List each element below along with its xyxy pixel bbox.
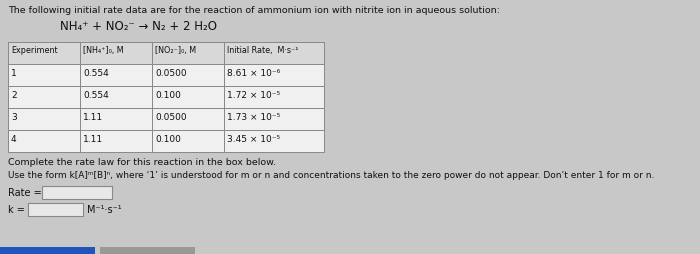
Text: 0.0500: 0.0500 [155, 113, 187, 121]
Bar [42, 186, 112, 199]
Text: 1.11: 1.11 [83, 113, 103, 121]
Text: 0.554: 0.554 [83, 91, 108, 100]
Text: [NH₄⁺]₀, M: [NH₄⁺]₀, M [83, 46, 124, 55]
Text: [NO₂⁻]₀, M: [NO₂⁻]₀, M [155, 46, 196, 55]
Text: The following initial rate data are for the reaction of ammonium ion with nitrit: The following initial rate data are for … [8, 6, 500, 15]
Bar [8, 87, 80, 108]
Text: Complete the rate law for this reaction in the box below.: Complete the rate law for this reaction … [8, 157, 276, 166]
Bar [100, 247, 195, 254]
Text: 3.45 × 10⁻⁵: 3.45 × 10⁻⁵ [227, 134, 280, 144]
Bar [80, 65, 152, 87]
Text: Initial Rate,  M·s⁻¹: Initial Rate, M·s⁻¹ [227, 46, 298, 55]
Bar [224, 65, 324, 87]
Bar [224, 87, 324, 108]
Text: 1.73 × 10⁻⁵: 1.73 × 10⁻⁵ [227, 113, 280, 121]
Bar [80, 87, 152, 108]
Text: 3: 3 [11, 113, 17, 121]
Bar [152, 87, 224, 108]
Text: 1.72 × 10⁻⁵: 1.72 × 10⁻⁵ [227, 91, 280, 100]
Bar [80, 131, 152, 152]
Text: 0.100: 0.100 [155, 91, 181, 100]
Text: M⁻¹·s⁻¹: M⁻¹·s⁻¹ [87, 204, 122, 214]
Bar [224, 108, 324, 131]
Text: 2: 2 [11, 91, 17, 100]
Text: Experiment: Experiment [11, 46, 57, 55]
Text: 0.100: 0.100 [155, 134, 181, 144]
Bar [8, 131, 80, 152]
Bar [152, 131, 224, 152]
Text: Rate =: Rate = [8, 187, 42, 197]
Bar [80, 108, 152, 131]
Text: 1.11: 1.11 [83, 134, 103, 144]
Text: NH₄⁺ + NO₂⁻ → N₂ + 2 H₂O: NH₄⁺ + NO₂⁻ → N₂ + 2 H₂O [60, 20, 217, 33]
Text: 4: 4 [11, 134, 17, 144]
Bar [28, 203, 83, 216]
Bar [8, 108, 80, 131]
Text: 8.61 × 10⁻⁶: 8.61 × 10⁻⁶ [227, 69, 280, 78]
Bar [80, 43, 152, 65]
Bar [8, 65, 80, 87]
Bar [152, 43, 224, 65]
Text: Use the form k[A]ᵐ[B]ⁿ, where ‘1’ is understood for m or n and concentrations ta: Use the form k[A]ᵐ[B]ⁿ, where ‘1’ is und… [8, 170, 655, 179]
Text: 0.0500: 0.0500 [155, 69, 187, 78]
Bar [224, 131, 324, 152]
Text: k =: k = [8, 204, 25, 214]
Bar [224, 43, 324, 65]
Bar [8, 43, 80, 65]
Text: 0.554: 0.554 [83, 69, 108, 78]
Bar [152, 108, 224, 131]
Text: 1: 1 [11, 69, 17, 78]
Bar [0, 247, 95, 254]
Bar [152, 65, 224, 87]
